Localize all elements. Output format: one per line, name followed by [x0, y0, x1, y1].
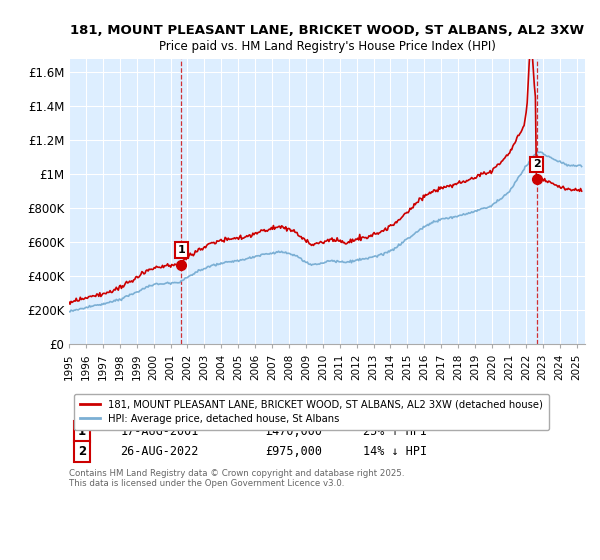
- Text: 1: 1: [177, 245, 185, 255]
- Text: Contains HM Land Registry data © Crown copyright and database right 2025.
This d: Contains HM Land Registry data © Crown c…: [69, 469, 404, 488]
- Text: 25% ↑ HPI: 25% ↑ HPI: [363, 425, 427, 438]
- Title: 181, MOUNT PLEASANT LANE, BRICKET WOOD, ST ALBANS, AL2 3XW: 181, MOUNT PLEASANT LANE, BRICKET WOOD, …: [70, 24, 584, 37]
- Text: 2: 2: [533, 159, 541, 169]
- Text: £975,000: £975,000: [265, 445, 322, 458]
- Text: 1: 1: [78, 425, 86, 438]
- Text: 17-AUG-2001: 17-AUG-2001: [121, 425, 199, 438]
- Text: £470,000: £470,000: [265, 425, 322, 438]
- Text: 2: 2: [78, 445, 86, 458]
- Text: Price paid vs. HM Land Registry's House Price Index (HPI): Price paid vs. HM Land Registry's House …: [158, 40, 496, 53]
- Legend: 181, MOUNT PLEASANT LANE, BRICKET WOOD, ST ALBANS, AL2 3XW (detached house), HPI: 181, MOUNT PLEASANT LANE, BRICKET WOOD, …: [74, 394, 549, 430]
- Text: 14% ↓ HPI: 14% ↓ HPI: [363, 445, 427, 458]
- Text: 26-AUG-2022: 26-AUG-2022: [121, 445, 199, 458]
